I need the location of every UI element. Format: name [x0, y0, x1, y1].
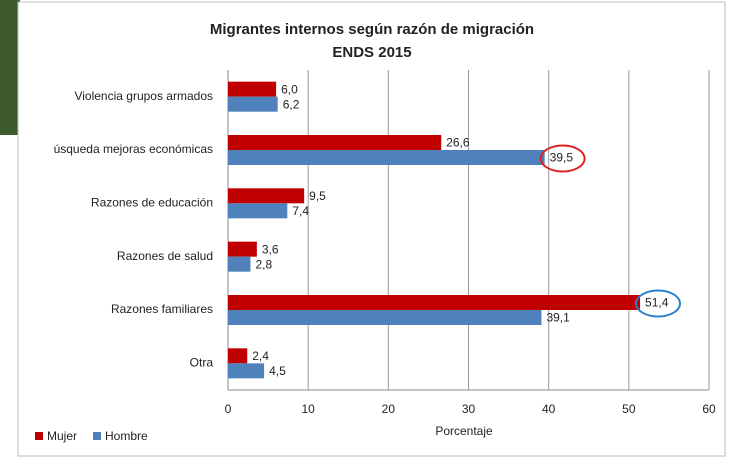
bar	[228, 203, 287, 218]
legend-label: Mujer	[47, 429, 77, 443]
bar	[228, 310, 541, 325]
page: {"chart_data": {"type": "hbar", "title":…	[0, 0, 737, 462]
x-tick-label: 30	[462, 402, 476, 416]
value-label: 51,4	[645, 296, 669, 310]
bar	[228, 348, 247, 363]
x-tick-label: 50	[622, 402, 636, 416]
value-label: 6,0	[281, 82, 298, 96]
x-axis-label: Porcentaje	[435, 424, 493, 438]
background-photo	[0, 0, 20, 135]
legend-swatch	[93, 432, 101, 440]
bar	[228, 150, 545, 165]
value-label: 26,6	[446, 136, 470, 150]
bar	[228, 257, 250, 272]
x-tick-label: 10	[301, 402, 315, 416]
category-label: Violencia grupos armados	[74, 89, 213, 103]
category-label: Razones de educación	[91, 196, 213, 210]
legend-swatch	[35, 432, 43, 440]
value-label: 4,5	[269, 364, 286, 378]
chart-panel	[18, 2, 725, 456]
value-label: 7,4	[292, 204, 309, 218]
value-label: 3,6	[262, 242, 279, 256]
value-label: 2,8	[255, 257, 272, 271]
x-tick-label: 20	[382, 402, 396, 416]
category-label: Razones de salud	[117, 249, 213, 263]
value-label: 6,2	[283, 97, 300, 111]
legend-label: Hombre	[105, 429, 148, 443]
value-label: 39,1	[546, 311, 570, 325]
bar	[228, 188, 304, 203]
x-tick-label: 60	[702, 402, 716, 416]
value-label: 2,4	[252, 349, 269, 363]
x-tick-label: 40	[542, 402, 556, 416]
bar	[228, 295, 640, 310]
chart: Migrantes internos según razón de migrac…	[0, 0, 737, 462]
bar	[228, 242, 257, 257]
bar	[228, 363, 264, 378]
value-label: 39,5	[550, 151, 574, 165]
category-label: Otra	[190, 356, 214, 370]
chart-title: Migrantes internos según razón de migrac…	[210, 21, 534, 38]
x-tick-label: 0	[225, 402, 232, 416]
bar	[228, 82, 276, 97]
bar	[228, 135, 441, 150]
value-label: 9,5	[309, 189, 326, 203]
bar	[228, 97, 278, 112]
chart-subtitle: ENDS 2015	[332, 44, 411, 61]
category-label: úsqueda mejoras económicas	[54, 142, 213, 156]
category-label: Razones familiares	[111, 302, 213, 316]
